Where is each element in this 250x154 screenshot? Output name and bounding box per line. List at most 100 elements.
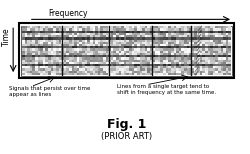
Bar xyxy=(163,46,166,48)
Bar xyxy=(171,68,173,71)
Bar xyxy=(87,71,90,73)
Bar xyxy=(85,28,87,31)
Bar xyxy=(202,42,205,44)
Bar xyxy=(200,68,202,71)
Bar xyxy=(140,48,142,51)
Bar xyxy=(56,28,58,31)
Bar xyxy=(145,35,148,37)
Bar xyxy=(100,53,103,55)
Bar xyxy=(35,66,38,68)
Bar xyxy=(226,42,228,44)
Bar xyxy=(124,46,126,48)
Bar xyxy=(58,28,61,31)
Bar xyxy=(215,33,218,35)
Bar xyxy=(53,44,56,46)
Bar xyxy=(35,44,38,46)
Bar xyxy=(163,59,166,62)
Bar xyxy=(43,28,45,31)
Bar xyxy=(82,44,85,46)
Bar xyxy=(114,31,116,33)
Bar xyxy=(158,66,160,68)
Bar xyxy=(85,68,87,71)
Bar xyxy=(82,26,85,28)
Bar xyxy=(148,55,150,57)
Bar xyxy=(80,64,82,66)
Bar xyxy=(153,37,155,40)
Bar xyxy=(24,31,27,33)
Bar xyxy=(137,73,140,75)
Bar xyxy=(186,48,189,51)
Bar xyxy=(100,40,103,42)
Bar xyxy=(179,62,181,64)
Bar xyxy=(186,62,189,64)
Bar xyxy=(129,28,132,31)
Bar xyxy=(213,44,215,46)
Bar xyxy=(92,37,95,40)
Bar xyxy=(46,62,48,64)
Bar xyxy=(163,55,166,57)
Bar xyxy=(137,33,140,35)
Bar xyxy=(192,33,194,35)
Bar xyxy=(92,51,95,53)
Bar xyxy=(150,31,153,33)
Bar xyxy=(205,66,208,68)
Bar xyxy=(163,68,166,71)
Bar xyxy=(176,55,179,57)
Bar xyxy=(43,26,45,28)
Bar xyxy=(61,42,64,44)
Bar xyxy=(22,51,25,53)
Bar xyxy=(223,37,226,40)
Bar xyxy=(100,46,103,48)
Bar xyxy=(116,57,119,59)
Bar xyxy=(174,40,176,42)
Bar xyxy=(124,64,126,66)
Bar xyxy=(66,44,69,46)
Bar xyxy=(213,26,215,28)
Bar xyxy=(77,73,80,75)
Bar xyxy=(38,42,40,44)
Bar xyxy=(106,26,108,28)
Bar xyxy=(184,64,186,66)
Bar xyxy=(153,55,155,57)
Bar xyxy=(72,57,74,59)
Bar xyxy=(218,35,220,37)
Bar xyxy=(166,48,168,51)
Bar xyxy=(124,57,126,59)
Bar xyxy=(134,42,137,44)
Bar xyxy=(189,33,192,35)
Bar xyxy=(66,46,69,48)
Bar xyxy=(77,26,80,28)
Bar xyxy=(155,66,158,68)
Bar xyxy=(87,37,90,40)
Bar xyxy=(226,59,228,62)
Bar xyxy=(35,53,38,55)
Bar xyxy=(148,57,150,59)
Bar xyxy=(160,66,163,68)
Bar xyxy=(121,59,124,62)
Bar xyxy=(220,40,223,42)
Bar xyxy=(208,57,210,59)
Bar xyxy=(87,33,90,35)
Bar xyxy=(114,57,116,59)
Bar xyxy=(58,68,61,71)
Bar xyxy=(27,35,30,37)
Bar xyxy=(223,71,226,73)
Bar xyxy=(160,48,163,51)
Bar xyxy=(153,35,155,37)
Bar xyxy=(223,28,226,31)
Bar xyxy=(121,46,124,48)
Bar xyxy=(56,68,58,71)
Bar xyxy=(43,31,45,33)
Bar xyxy=(74,37,77,40)
Bar xyxy=(200,73,202,75)
Bar xyxy=(186,31,189,33)
Bar xyxy=(46,46,48,48)
Bar xyxy=(92,62,95,64)
Bar xyxy=(186,44,189,46)
Bar xyxy=(176,31,179,33)
Bar xyxy=(30,33,32,35)
Bar xyxy=(215,59,218,62)
Bar xyxy=(181,66,184,68)
Bar xyxy=(171,48,173,51)
Bar xyxy=(160,33,163,35)
